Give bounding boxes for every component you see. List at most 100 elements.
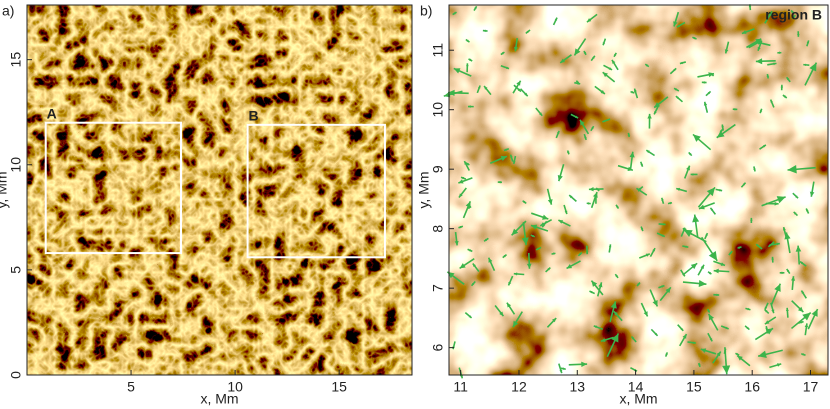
arrow-head — [452, 12, 456, 15]
arrow-head — [580, 119, 585, 126]
arrow-head — [797, 34, 800, 37]
arrow-head — [574, 48, 581, 56]
arrow-head — [465, 162, 469, 166]
arrow-head — [785, 307, 789, 312]
arrow-head — [454, 240, 459, 246]
arrow-head — [729, 251, 733, 254]
arrow-head — [464, 161, 468, 165]
arrow-head — [554, 17, 558, 21]
arrow-head — [461, 177, 465, 180]
arrow-head — [652, 300, 658, 307]
arrow-head — [540, 222, 545, 226]
y-tick-label: 5 — [8, 266, 24, 274]
arrow-head — [600, 90, 605, 94]
arrow-head — [713, 268, 719, 274]
arrow-head — [673, 68, 677, 72]
arrow-head — [781, 271, 785, 275]
arrow-head — [610, 301, 617, 309]
x-tick-label: 12 — [511, 379, 527, 395]
region-box — [44, 121, 182, 255]
arrow-head — [611, 333, 619, 343]
arrow-head — [764, 309, 768, 313]
arrow-head — [725, 326, 729, 330]
panel-label: b) — [420, 3, 432, 19]
arrow-head — [764, 306, 768, 310]
arrow-head — [506, 66, 510, 69]
x-axis-label: x, Mm — [619, 391, 657, 407]
arrow-head — [513, 46, 518, 52]
x-tick-label: 14 — [628, 379, 644, 395]
arrow-head — [756, 244, 760, 247]
arrow-head — [774, 283, 781, 292]
arrow-head — [471, 282, 475, 286]
arrow-head — [646, 150, 650, 154]
arrow-head — [508, 281, 512, 286]
arrow-head — [458, 193, 463, 198]
arrow-head — [482, 29, 486, 33]
arrow-head — [654, 111, 657, 115]
arrow-head — [686, 165, 690, 171]
arrow-head — [602, 42, 606, 46]
arrow-head — [700, 348, 707, 353]
arrow-head — [705, 233, 708, 237]
arrow-head — [768, 244, 772, 247]
frame-a — [26, 4, 413, 376]
x-tick-label: 16 — [744, 379, 760, 395]
arrow-head — [804, 323, 809, 328]
arrow-head — [583, 51, 587, 55]
arrow-head — [467, 105, 471, 108]
arrow-head — [703, 101, 708, 106]
arrow-head — [581, 361, 588, 368]
arrow-head — [608, 244, 612, 248]
arrow-head — [647, 113, 652, 119]
y-tick-label: 8 — [430, 225, 446, 233]
region-label: A — [47, 105, 57, 121]
arrow-head — [780, 84, 784, 88]
y-tick-label: 6 — [430, 344, 446, 352]
arrow-head — [566, 151, 570, 155]
arrow-head — [472, 263, 476, 267]
arrow-head — [685, 245, 689, 248]
arrow-head — [698, 204, 705, 210]
arrow-head — [575, 115, 579, 118]
arrow-head — [500, 155, 507, 161]
y-tick-label: 0 — [8, 371, 24, 379]
arrow-head — [484, 238, 488, 242]
arrow-head — [587, 202, 591, 205]
arrow-head — [791, 276, 796, 281]
arrow-head — [771, 309, 775, 314]
arrow-head — [756, 41, 762, 46]
arrow-head — [757, 46, 761, 51]
arrow-head — [510, 154, 513, 158]
arrow-head — [458, 179, 464, 184]
x-tick-label: 10 — [227, 379, 243, 395]
arrow-head — [776, 196, 786, 204]
arrow-head — [707, 309, 711, 313]
y-tick-label: 9 — [430, 165, 446, 173]
arrow-head — [786, 268, 790, 272]
arrow-head — [615, 274, 618, 278]
arrow-head — [586, 18, 592, 23]
arrow-head — [526, 263, 532, 269]
arrow-head — [488, 257, 493, 263]
arrow-head — [682, 334, 687, 339]
arrow-head — [806, 40, 810, 44]
arrow-head — [773, 62, 777, 66]
arrow-head — [786, 77, 790, 81]
arrow-head — [468, 315, 472, 318]
arrow-head — [503, 148, 507, 151]
arrow-head — [593, 325, 598, 329]
arrow-head — [591, 280, 598, 287]
arrow-head — [547, 267, 551, 271]
arrow-head — [742, 182, 746, 186]
arrow-head — [513, 160, 516, 164]
arrow-head — [556, 130, 560, 134]
arrow-head — [517, 88, 521, 92]
arrow-head — [708, 271, 711, 275]
arrow-head — [465, 63, 469, 67]
arrow-head — [602, 119, 606, 123]
panel-title: region B — [765, 7, 822, 23]
arrow-head — [640, 226, 644, 230]
arrow-head — [591, 126, 594, 130]
arrow-head — [721, 124, 724, 128]
